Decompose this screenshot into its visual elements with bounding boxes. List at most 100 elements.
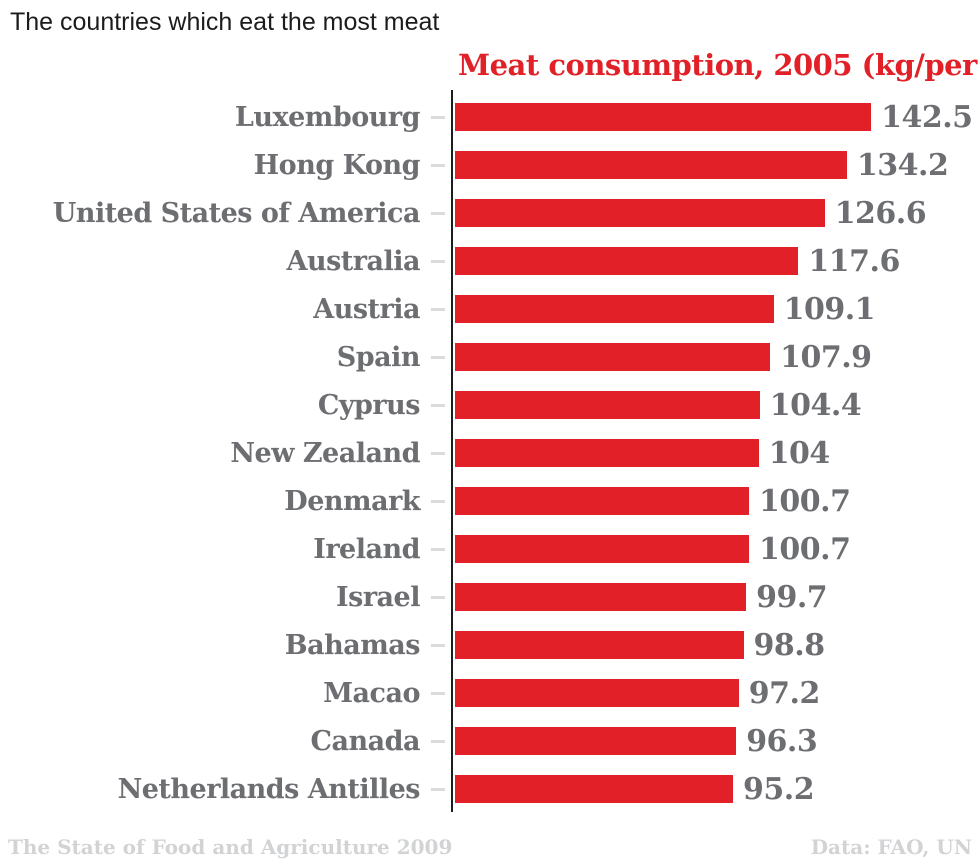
bar: [455, 679, 739, 707]
bar-zone: 104: [455, 436, 980, 471]
value-label: 95.2: [743, 771, 815, 807]
tick-dash: [430, 115, 445, 119]
tick-dash: [430, 691, 445, 695]
chart-row: Canada 96.3: [0, 717, 980, 765]
bar: [455, 535, 749, 563]
tick-dash: [430, 259, 445, 263]
tick-mark: [420, 355, 455, 359]
chart-row: Spain 107.9: [0, 333, 980, 381]
chart-row: Luxembourg 142.5: [0, 93, 980, 141]
chart-row: Australia 117.6: [0, 237, 980, 285]
bar: [455, 247, 799, 275]
bar: [455, 391, 760, 419]
chart-row: Bahamas 98.8: [0, 621, 980, 669]
chart-row: United States of America 126.6: [0, 189, 980, 237]
chart-row: Ireland 100.7: [0, 525, 980, 573]
value-label: 109.1: [783, 291, 876, 327]
category-label: Spain: [336, 341, 421, 373]
tick-mark: [420, 163, 455, 167]
value-label: 97.2: [748, 675, 821, 711]
tick-dash: [430, 547, 445, 551]
bar-zone: 117.6: [455, 244, 980, 279]
tick-dash: [430, 403, 445, 407]
tick-mark: [420, 307, 455, 311]
tick-dash: [430, 787, 445, 791]
bar: [455, 103, 872, 131]
value-label: 126.6: [834, 195, 927, 231]
category-label: Israel: [336, 581, 421, 613]
chart-row: Israel 99.7: [0, 573, 980, 621]
category-label: Hong Kong: [253, 149, 421, 181]
tick-mark: [420, 211, 455, 215]
tick-mark: [420, 547, 455, 551]
tick-dash: [430, 307, 445, 311]
tick-mark: [420, 451, 455, 455]
tick-dash: [430, 163, 445, 167]
value-label: 104: [768, 435, 831, 471]
bar-zone: 100.7: [455, 532, 980, 567]
bar-zone: 100.7: [455, 484, 980, 519]
category-label: Luxembourg: [234, 101, 421, 133]
value-label: 100.7: [759, 483, 851, 519]
footer-source-right: Data: FAO, UN: [810, 835, 972, 859]
y-axis-line: [451, 90, 453, 812]
tick-dash: [430, 451, 445, 455]
category-label: New Zealand: [230, 437, 420, 469]
bar-zone: 97.2: [455, 676, 980, 711]
tick-dash: [430, 739, 445, 743]
tick-dash: [430, 643, 445, 647]
bar-zone: 96.3: [455, 724, 980, 759]
footer: The State of Food and Agriculture 2009 D…: [8, 835, 972, 859]
page-title: The countries which eat the most meat: [10, 8, 440, 36]
category-label: Austria: [313, 293, 420, 325]
bar-zone: 98.8: [455, 628, 980, 663]
category-label: Ireland: [313, 533, 420, 565]
bar: [455, 295, 774, 323]
bar: [455, 631, 744, 659]
bar: [455, 151, 847, 179]
bar: [455, 775, 733, 803]
tick-mark: [420, 643, 455, 647]
value-label: 99.7: [756, 579, 828, 615]
bar-zone: 134.2: [455, 148, 980, 183]
tick-mark: [420, 691, 455, 695]
category-label: Macao: [323, 677, 420, 709]
chart-row: Macao 97.2: [0, 669, 980, 717]
chart-rows: Luxembourg 142.5 Hong Kong 134.2 United Stat…: [0, 93, 980, 813]
category-label: Cyprus: [317, 389, 421, 421]
tick-dash: [430, 211, 445, 215]
category-label: Canada: [310, 725, 421, 757]
category-label: Bahamas: [284, 629, 421, 661]
tick-dash: [430, 595, 445, 599]
tick-mark: [420, 259, 455, 263]
value-label: 117.6: [808, 243, 900, 279]
bar-zone: 109.1: [455, 292, 980, 327]
category-label: Denmark: [284, 485, 420, 517]
category-label: United States of America: [52, 197, 421, 229]
tick-dash: [430, 499, 445, 503]
chart-row: Hong Kong 134.2: [0, 141, 980, 189]
tick-mark: [420, 115, 455, 119]
value-label: 98.8: [753, 627, 826, 663]
bar: [455, 199, 825, 227]
chart-row: New Zealand 104: [0, 429, 980, 477]
tick-mark: [420, 787, 455, 791]
bar-zone: 95.2: [455, 772, 980, 807]
chart-row: Denmark 100.7: [0, 477, 980, 525]
value-label: 100.7: [759, 531, 851, 567]
tick-mark: [420, 403, 455, 407]
tick-mark: [420, 739, 455, 743]
bar: [455, 439, 759, 467]
bar-zone: 104.4: [455, 388, 980, 423]
chart-row: Austria 109.1: [0, 285, 980, 333]
category-label: Netherlands Antilles: [117, 773, 421, 805]
chart-title: Meat consumption, 2005 (kg/per: [458, 48, 977, 82]
bar: [455, 343, 771, 371]
tick-mark: [420, 595, 455, 599]
bar-zone: 107.9: [455, 340, 980, 375]
tick-dash: [430, 355, 445, 359]
bar-zone: 99.7: [455, 580, 980, 615]
chart-row: Netherlands Antilles 95.2: [0, 765, 980, 813]
tick-mark: [420, 499, 455, 503]
bar-zone: 126.6: [455, 196, 980, 231]
